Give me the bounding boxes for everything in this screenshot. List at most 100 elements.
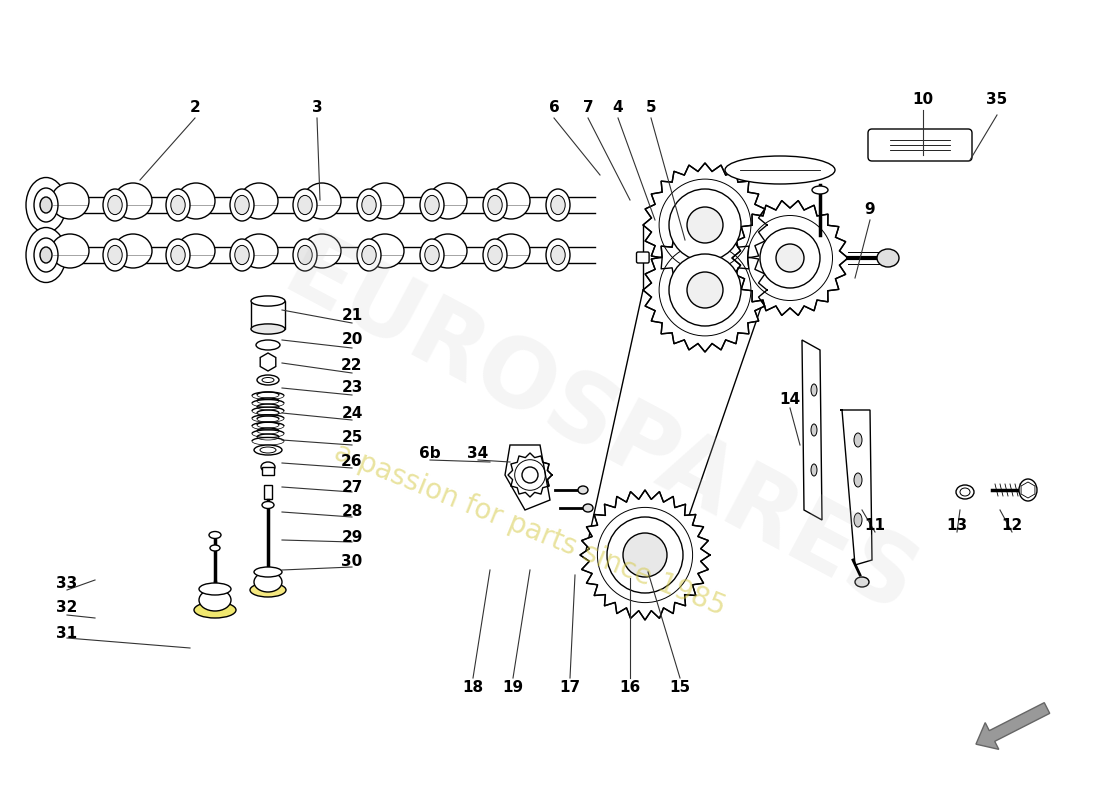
Polygon shape <box>580 490 710 620</box>
FancyArrow shape <box>976 702 1049 750</box>
Ellipse shape <box>425 246 439 265</box>
Bar <box>262 467 274 475</box>
Ellipse shape <box>429 234 468 268</box>
Text: 18: 18 <box>462 681 484 695</box>
Ellipse shape <box>261 462 275 472</box>
Polygon shape <box>732 201 848 315</box>
Circle shape <box>669 254 741 326</box>
Text: 10: 10 <box>912 93 934 107</box>
Polygon shape <box>802 340 822 520</box>
Text: 6b: 6b <box>419 446 441 461</box>
Text: 35: 35 <box>987 93 1008 107</box>
Text: 16: 16 <box>619 681 640 695</box>
Ellipse shape <box>487 246 503 265</box>
Ellipse shape <box>551 195 565 214</box>
Ellipse shape <box>234 195 250 214</box>
Circle shape <box>522 467 538 483</box>
Text: 21: 21 <box>341 307 363 322</box>
Ellipse shape <box>230 189 254 221</box>
Text: 22: 22 <box>341 358 363 373</box>
Ellipse shape <box>854 433 862 447</box>
Ellipse shape <box>855 577 869 587</box>
Text: 6: 6 <box>549 101 560 115</box>
Ellipse shape <box>234 246 250 265</box>
Ellipse shape <box>302 183 341 219</box>
Ellipse shape <box>811 464 817 476</box>
Ellipse shape <box>103 239 127 271</box>
Ellipse shape <box>298 195 312 214</box>
Ellipse shape <box>812 186 828 194</box>
Text: 20: 20 <box>341 333 363 347</box>
Ellipse shape <box>420 189 444 221</box>
Text: 31: 31 <box>56 626 78 641</box>
Ellipse shape <box>583 504 593 512</box>
Ellipse shape <box>492 183 530 219</box>
Ellipse shape <box>420 239 444 271</box>
Text: 26: 26 <box>341 454 363 470</box>
Ellipse shape <box>114 234 152 268</box>
Ellipse shape <box>251 296 285 306</box>
Text: 32: 32 <box>56 601 78 615</box>
Circle shape <box>760 228 820 288</box>
Ellipse shape <box>166 239 190 271</box>
Bar <box>251 301 285 329</box>
Ellipse shape <box>298 246 312 265</box>
Ellipse shape <box>362 195 376 214</box>
Ellipse shape <box>256 340 280 350</box>
Ellipse shape <box>103 189 127 221</box>
Ellipse shape <box>254 572 282 592</box>
Text: 34: 34 <box>468 446 488 461</box>
Ellipse shape <box>551 246 565 265</box>
Text: 3: 3 <box>311 101 322 115</box>
Ellipse shape <box>108 195 122 214</box>
Ellipse shape <box>254 567 282 577</box>
Ellipse shape <box>956 485 974 499</box>
Ellipse shape <box>366 183 404 219</box>
Text: 33: 33 <box>56 575 78 590</box>
Text: 2: 2 <box>189 101 200 115</box>
Ellipse shape <box>260 447 276 453</box>
Polygon shape <box>505 445 550 510</box>
Text: 27: 27 <box>341 479 363 494</box>
Ellipse shape <box>429 183 468 219</box>
Ellipse shape <box>40 247 52 263</box>
Ellipse shape <box>546 239 570 271</box>
Ellipse shape <box>358 189 381 221</box>
Text: a passion for parts since 1985: a passion for parts since 1985 <box>330 438 729 622</box>
Text: 24: 24 <box>341 406 363 421</box>
Ellipse shape <box>170 195 185 214</box>
Ellipse shape <box>34 238 58 272</box>
Ellipse shape <box>725 156 835 184</box>
FancyBboxPatch shape <box>868 129 972 161</box>
Ellipse shape <box>811 384 817 396</box>
Text: 5: 5 <box>646 101 657 115</box>
Ellipse shape <box>854 513 862 527</box>
Ellipse shape <box>483 239 507 271</box>
Ellipse shape <box>209 531 221 538</box>
Ellipse shape <box>262 378 274 382</box>
Ellipse shape <box>854 473 862 487</box>
Text: 13: 13 <box>946 518 968 533</box>
Ellipse shape <box>578 486 588 494</box>
Ellipse shape <box>194 602 236 618</box>
Ellipse shape <box>811 424 817 436</box>
Circle shape <box>688 272 723 308</box>
Circle shape <box>623 533 667 577</box>
Ellipse shape <box>240 234 278 268</box>
Ellipse shape <box>40 197 52 213</box>
Text: 11: 11 <box>865 518 886 533</box>
Ellipse shape <box>254 445 282 455</box>
Ellipse shape <box>114 183 152 219</box>
Text: 28: 28 <box>341 505 363 519</box>
Ellipse shape <box>293 239 317 271</box>
Circle shape <box>623 533 667 577</box>
Ellipse shape <box>108 246 122 265</box>
Ellipse shape <box>366 234 404 268</box>
Text: 7: 7 <box>583 101 593 115</box>
Ellipse shape <box>546 189 570 221</box>
Ellipse shape <box>492 234 530 268</box>
Circle shape <box>607 517 683 593</box>
Ellipse shape <box>250 583 286 597</box>
Ellipse shape <box>240 183 278 219</box>
Circle shape <box>774 242 806 274</box>
